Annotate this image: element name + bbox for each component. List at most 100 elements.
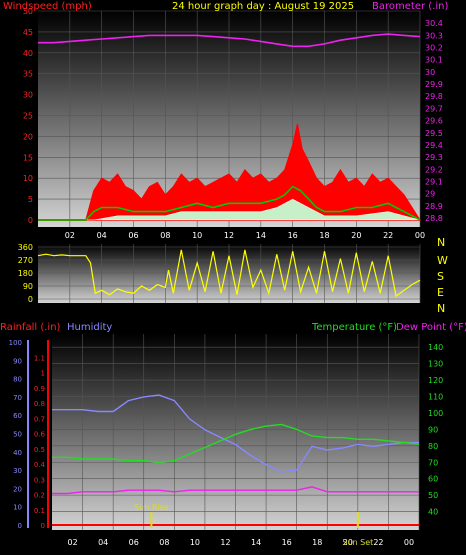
temperature-tick-label: 70 bbox=[428, 458, 438, 467]
barometer-tick-label: 30.1 bbox=[425, 56, 443, 65]
x-tick-label: 22 bbox=[383, 231, 393, 240]
x-tick-label: 00 bbox=[404, 538, 414, 547]
barometer-tick-label: 29.7 bbox=[425, 104, 443, 113]
temp-panel-grid bbox=[52, 334, 420, 530]
compass-letter: N bbox=[437, 302, 445, 315]
barometer-tick-label: 29.8 bbox=[425, 92, 443, 101]
barometer-tick-label: 29.1 bbox=[425, 177, 443, 186]
barometer-tick-label: 30 bbox=[425, 68, 435, 77]
x-tick-label: 08 bbox=[160, 231, 170, 240]
humidity-tick-label: 80 bbox=[13, 376, 22, 384]
windspeed-axis: 0 5 10 15 20 25 30 35 40 45 50 bbox=[23, 7, 33, 225]
rainfall-tick-label: 0.2 bbox=[34, 492, 45, 500]
humidity-tick-label: 90 bbox=[13, 357, 22, 365]
windspeed-axis-label: Windspeed (mph) bbox=[3, 1, 92, 12]
temperature-tick-label: 90 bbox=[428, 425, 438, 434]
x-tick-label: 02 bbox=[67, 538, 77, 547]
rainfall-tick-label: 0.4 bbox=[34, 461, 46, 469]
temperature-axis: 40 50 60 70 80 90 100 110 120 130 140 bbox=[428, 343, 443, 516]
barometer-tick-label: 29 bbox=[425, 190, 435, 199]
x-tick-label: 10 bbox=[192, 231, 202, 240]
temperature-tick-label: 130 bbox=[428, 360, 443, 369]
windspeed-tick-label: 5 bbox=[28, 195, 33, 204]
x-tick-label: 18 bbox=[312, 538, 322, 547]
temperature-tick-label: 40 bbox=[428, 508, 438, 517]
humidity-axis-label: Humidity bbox=[67, 322, 112, 333]
rainfall-tick-label: 0.9 bbox=[34, 385, 45, 393]
barometer-tick-label: 30.3 bbox=[425, 31, 443, 40]
x-tick-label: 20 bbox=[351, 231, 361, 240]
direction-tick-label: 360 bbox=[18, 243, 33, 252]
barometer-tick-label: 29.4 bbox=[425, 141, 443, 150]
humidity-tick-label: 100 bbox=[9, 339, 22, 347]
rainfall-tick-label: 0.3 bbox=[34, 476, 45, 484]
rainfall-axis-label: Rainfall (.in) bbox=[0, 322, 61, 333]
chart-title: 24 hour graph day : August 19 2025 bbox=[172, 1, 354, 12]
temperature-tick-label: 120 bbox=[428, 376, 443, 385]
temperature-tick-label: 60 bbox=[428, 475, 438, 484]
humidity-tick-label: 60 bbox=[13, 412, 22, 420]
wind-avg-line bbox=[38, 185, 421, 221]
humidity-tick-label: 70 bbox=[13, 394, 22, 402]
temperature-axis-label: Temperature (°F) bbox=[311, 322, 397, 333]
dewpoint-line bbox=[52, 486, 419, 495]
rainfall-tick-label: 0.7 bbox=[34, 415, 45, 423]
barometer-tick-label: 28.9 bbox=[425, 202, 443, 211]
humidity-tick-label: 20 bbox=[13, 485, 22, 493]
humidity-tick-label: 10 bbox=[13, 504, 22, 512]
barometer-axis: 28.8 28.9 29 29.1 29.2 29.3 29.4 29.5 29.6 29.7 29… bbox=[425, 19, 443, 223]
rainfall-tick-label: 1.1 bbox=[34, 354, 45, 362]
windspeed-tick-label: 50 bbox=[23, 7, 33, 16]
direction-tick-label: 270 bbox=[18, 256, 33, 265]
x-tick-label: 06 bbox=[129, 538, 139, 547]
x-tick-label: 12 bbox=[220, 538, 230, 547]
humidity-line bbox=[52, 394, 419, 473]
barometer-tick-label: 30.4 bbox=[425, 19, 443, 28]
windspeed-tick-label: 15 bbox=[23, 153, 33, 162]
sunset-label: Sun Set bbox=[342, 538, 373, 547]
barometer-line bbox=[38, 33, 421, 48]
rainfall-axis: 0 0.1 0.2 0.3 0.4 0.5 0.6 0.7 0.8 0.9 1 1.1 bbox=[34, 340, 49, 530]
humidity-tick-label: 30 bbox=[13, 467, 22, 475]
windspeed-tick-label: 30 bbox=[23, 91, 33, 100]
windspeed-tick-label: 25 bbox=[23, 112, 33, 121]
direction-tick-label: 0 bbox=[28, 295, 33, 304]
rainfall-tick-label: 0.6 bbox=[34, 431, 46, 439]
wind-gust-area bbox=[38, 123, 421, 221]
rainfall-tick-label: 1 bbox=[41, 370, 45, 378]
windspeed-tick-label: 35 bbox=[23, 70, 33, 79]
temperature-tick-label: 50 bbox=[428, 491, 438, 500]
compass-letter: S bbox=[437, 270, 444, 283]
direction-axis: 0 90 180 270 360 bbox=[18, 243, 33, 304]
wind-x-axis: 02 04 06 08 10 12 14 16 18 20 22 00 bbox=[65, 231, 425, 240]
direction-tick-label: 180 bbox=[18, 269, 33, 278]
dewpoint-axis-label: Dew Point (°F) bbox=[396, 322, 466, 333]
temperature-tick-label: 110 bbox=[428, 393, 443, 402]
humidity-tick-label: 50 bbox=[13, 431, 22, 439]
direction-line bbox=[37, 249, 421, 298]
temp-series: Sun Rise Sun Set bbox=[52, 394, 420, 547]
windspeed-tick-label: 45 bbox=[23, 28, 33, 37]
humidity-axis: 0 10 20 30 40 50 60 70 80 90 100 bbox=[9, 339, 29, 530]
rainfall-tick-label: 0.8 bbox=[34, 400, 45, 408]
wind-lull-area bbox=[38, 198, 421, 221]
x-tick-label: 06 bbox=[128, 231, 138, 240]
windspeed-tick-label: 20 bbox=[23, 132, 33, 141]
rainfall-tick-label: 0.1 bbox=[34, 507, 45, 515]
rainfall-tick-label: 0.5 bbox=[34, 446, 45, 454]
windspeed-tick-label: 0 bbox=[28, 216, 33, 225]
temperature-tick-label: 140 bbox=[428, 343, 443, 352]
x-tick-label: 04 bbox=[97, 231, 107, 240]
sunrise-label: Sun Rise bbox=[134, 503, 169, 512]
direction-series bbox=[37, 249, 421, 298]
barometer-tick-label: 29.2 bbox=[425, 165, 443, 174]
temperature-line bbox=[52, 423, 420, 464]
temperature-tick-label: 80 bbox=[428, 442, 438, 451]
x-tick-label: 00 bbox=[415, 231, 425, 240]
temp-x-axis: 02 04 06 08 10 12 14 16 18 20 22 00 bbox=[67, 538, 414, 547]
x-tick-label: 20 bbox=[343, 538, 353, 547]
windspeed-tick-label: 40 bbox=[23, 49, 33, 58]
